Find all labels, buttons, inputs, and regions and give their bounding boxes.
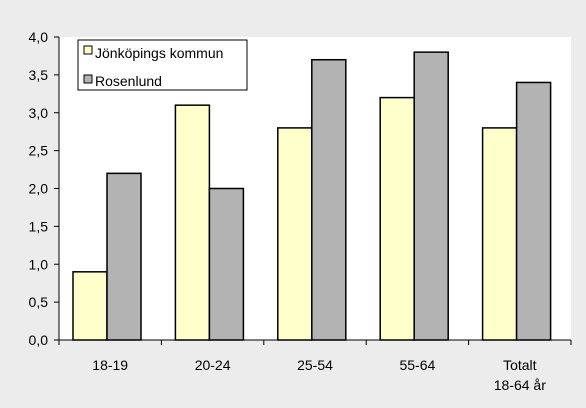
legend-label-jonkopings: Jönköpings kommun — [95, 45, 223, 61]
bar-rosenlund-55-64 — [413, 51, 449, 341]
x-tick-label: Totalt — [503, 357, 537, 373]
x-axis: 18-19 20-24 25-54 55-64 Totalt 18-64 år — [58, 340, 572, 393]
bar-j-nk-pings-kommun-55-64 — [379, 96, 415, 341]
bar-j-nk-pings-kommun-25-54 — [277, 127, 313, 341]
y-tick-label: 3,5 — [29, 67, 49, 83]
bar-j-nk-pings-kommun-totalt — [481, 127, 518, 341]
bar-j-nk-pings-kommun-18-19 — [72, 271, 108, 341]
legend: Jönköpings kommun Rosenlund — [77, 39, 248, 91]
y-tick-label: 0,0 — [29, 332, 49, 348]
legend-swatch-rosenlund — [83, 74, 93, 84]
bar-j-nk-pings-kommun-20-24 — [174, 104, 211, 341]
bar-rosenlund-20-24 — [208, 187, 245, 341]
y-tick-label: 3,0 — [29, 105, 49, 121]
y-tick-label: 4,0 — [29, 29, 49, 45]
x-tick-label: 20-24 — [195, 357, 231, 373]
bar-rosenlund-totalt — [515, 81, 552, 341]
y-tick-label: 2,5 — [29, 143, 49, 159]
bars-layer — [72, 51, 552, 341]
y-tick-label: 1,0 — [29, 256, 49, 272]
bar-rosenlund-25-54 — [311, 58, 347, 341]
legend-swatch-jonkopings — [83, 45, 93, 55]
y-tick-label: 0,5 — [29, 294, 49, 310]
x-tick-label: 18-19 — [92, 357, 128, 373]
legend-label-rosenlund: Rosenlund — [95, 73, 162, 89]
x-tick-label: 55-64 — [399, 357, 435, 373]
y-axis: 0,0 0,5 1,0 1,5 2,0 2,5 3,0 3,5 4,0 — [29, 29, 59, 348]
y-tick-label: 2,0 — [29, 181, 49, 197]
y-tick-label: 1,5 — [29, 218, 49, 234]
legend-box — [77, 39, 248, 91]
bar-rosenlund-18-19 — [106, 172, 142, 341]
x-tick-label: 18-64 år — [494, 377, 546, 393]
x-tick-label: 25-54 — [297, 357, 333, 373]
